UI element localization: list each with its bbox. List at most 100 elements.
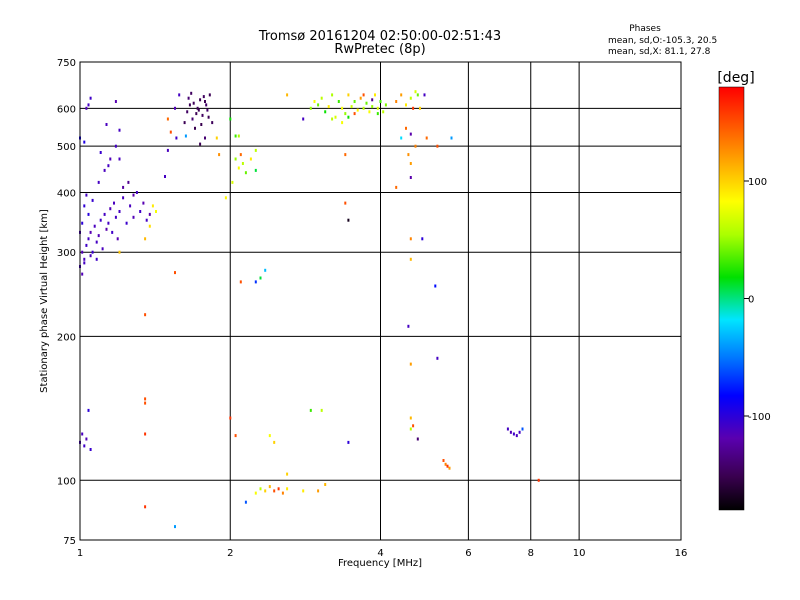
data-point bbox=[407, 324, 410, 328]
data-point bbox=[83, 444, 86, 448]
data-point bbox=[81, 432, 84, 436]
colorbar-gradient bbox=[718, 86, 745, 511]
data-point bbox=[254, 280, 257, 284]
data-point bbox=[409, 416, 412, 420]
data-point bbox=[148, 212, 151, 216]
data-point bbox=[200, 123, 203, 126]
data-point bbox=[174, 525, 176, 529]
data-point bbox=[139, 210, 142, 213]
stats-heading: Phases bbox=[629, 24, 661, 34]
data-point bbox=[409, 176, 412, 179]
data-point bbox=[344, 112, 347, 116]
data-point bbox=[169, 130, 172, 134]
data-point bbox=[113, 201, 115, 205]
data-point bbox=[254, 168, 257, 172]
data-point bbox=[97, 234, 100, 238]
data-point bbox=[97, 180, 100, 184]
data-point bbox=[109, 157, 112, 161]
data-point bbox=[87, 212, 90, 216]
colorbar-label: [deg] bbox=[717, 70, 754, 86]
data-point bbox=[99, 218, 102, 222]
stats-x-mode: mean, sd,X: 81.1, 27.8 bbox=[608, 47, 711, 57]
data-point bbox=[409, 96, 412, 100]
data-point bbox=[356, 108, 359, 112]
data-point bbox=[164, 175, 166, 178]
data-point bbox=[239, 280, 242, 284]
data-point bbox=[215, 136, 218, 140]
data-point bbox=[368, 110, 371, 114]
data-point bbox=[91, 198, 94, 202]
x-tick-label: 10 bbox=[573, 548, 586, 559]
data-point bbox=[111, 230, 114, 234]
data-point bbox=[101, 247, 104, 251]
data-point bbox=[195, 112, 198, 116]
plot-frame bbox=[79, 61, 682, 541]
data-point bbox=[302, 117, 305, 121]
data-point bbox=[509, 430, 512, 434]
data-point bbox=[87, 237, 90, 241]
data-point bbox=[155, 210, 157, 213]
data-point bbox=[515, 434, 518, 438]
data-point bbox=[142, 201, 145, 205]
data-point bbox=[229, 117, 232, 121]
stats-o-mode: mean, sd,O:-105.3, 20.5 bbox=[608, 36, 717, 46]
data-point bbox=[259, 487, 262, 491]
data-point bbox=[254, 148, 257, 152]
data-point bbox=[512, 432, 515, 436]
y-tick-label: 400 bbox=[57, 188, 76, 199]
data-point bbox=[395, 100, 398, 103]
data-point bbox=[281, 491, 284, 495]
data-point bbox=[341, 121, 344, 125]
data-point bbox=[249, 157, 252, 161]
data-point bbox=[419, 106, 421, 110]
y-tick-label: 300 bbox=[57, 248, 76, 259]
data-point bbox=[85, 243, 88, 247]
data-point bbox=[268, 485, 271, 489]
data-point bbox=[114, 144, 117, 148]
data-point bbox=[211, 121, 214, 125]
data-point bbox=[374, 93, 376, 97]
y-tick-label: 750 bbox=[57, 58, 76, 69]
data-point bbox=[144, 401, 147, 405]
data-point bbox=[206, 108, 209, 112]
data-point bbox=[91, 250, 94, 254]
data-point bbox=[327, 105, 330, 109]
data-point bbox=[416, 437, 419, 441]
data-point bbox=[81, 250, 84, 254]
y-tick-label: 200 bbox=[57, 332, 76, 343]
data-point bbox=[114, 100, 117, 103]
data-point bbox=[518, 430, 521, 434]
data-point bbox=[409, 162, 412, 165]
data-point bbox=[376, 112, 379, 116]
data-point bbox=[81, 221, 84, 225]
data-point bbox=[144, 397, 147, 401]
data-point bbox=[81, 272, 84, 276]
data-point bbox=[166, 117, 169, 121]
data-point bbox=[317, 489, 320, 493]
data-point bbox=[347, 218, 350, 222]
data-point bbox=[537, 478, 540, 482]
data-point bbox=[412, 106, 415, 110]
x-tick-label: 8 bbox=[528, 548, 534, 559]
data-point bbox=[309, 106, 312, 110]
data-point bbox=[87, 103, 90, 107]
data-point bbox=[409, 257, 412, 261]
data-point bbox=[183, 121, 186, 125]
y-tick-label: 600 bbox=[57, 104, 76, 115]
data-point bbox=[362, 106, 365, 110]
data-point bbox=[144, 432, 147, 436]
x-axis-ticks: 1 2 4 6 8 10 16 bbox=[77, 548, 688, 559]
data-point bbox=[201, 113, 204, 117]
data-point bbox=[423, 93, 426, 97]
data-point bbox=[371, 105, 374, 109]
data-point bbox=[273, 440, 276, 444]
data-point bbox=[344, 201, 347, 205]
data-point bbox=[405, 103, 407, 107]
data-point bbox=[175, 136, 178, 140]
data-point bbox=[103, 212, 106, 216]
data-point bbox=[442, 459, 445, 462]
data-point bbox=[132, 215, 135, 219]
data-point bbox=[197, 108, 200, 112]
data-point bbox=[187, 96, 190, 100]
